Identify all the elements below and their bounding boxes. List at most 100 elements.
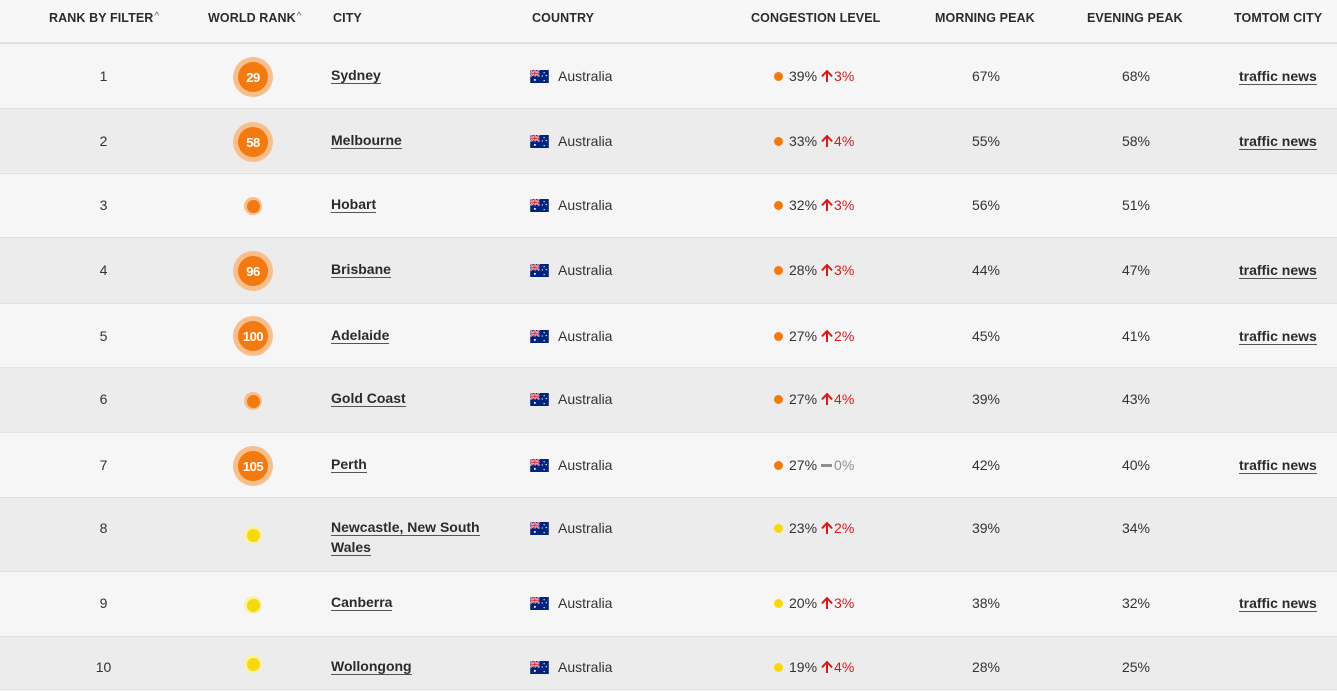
change-value: 3% [834, 68, 855, 84]
city-name[interactable]: Brisbane [331, 261, 391, 278]
congestion-dot-icon [774, 523, 783, 533]
table-row: 6 Gold Coast Australia 27% 4% 39% 43% [0, 368, 1337, 433]
traffic-news-link[interactable]: traffic news [1239, 68, 1317, 85]
change-value: 2% [834, 520, 855, 536]
city-link[interactable]: Brisbane [331, 259, 501, 279]
country-cell: Australia [530, 595, 612, 611]
city-name[interactable]: Hobart [331, 196, 377, 213]
congestion-level-cell: 28% 3% [774, 262, 854, 278]
rank-value: 2 [99, 133, 108, 149]
table-row: 2 58 Melbourne Australia 33% 4% 55% 58% traffic … [0, 109, 1337, 174]
country-cell: Australia [530, 391, 612, 407]
city-link[interactable]: Melbourne [331, 130, 501, 150]
city-link[interactable]: Adelaide [331, 325, 501, 345]
country-cell: Australia [530, 520, 612, 536]
australia-flag-icon [530, 392, 549, 406]
rank-value: 6 [99, 391, 108, 407]
traffic-news-link[interactable]: traffic news [1239, 457, 1317, 474]
world-rank-cell [230, 641, 276, 687]
city-name[interactable]: Gold Coast [331, 390, 406, 407]
congestion-level-cell: 27% 2% [774, 328, 854, 344]
rank-by-filter-label: RANK BY FILTER [49, 11, 154, 25]
traffic-news-link[interactable]: traffic news [1239, 328, 1317, 345]
country-name: Australia [558, 520, 613, 536]
congestion-change: 3% [821, 197, 854, 213]
congestion-dot-icon [246, 657, 260, 671]
traffic-news-label[interactable]: traffic news [1239, 457, 1317, 474]
arrow-up-icon [821, 393, 833, 405]
traffic-news-link[interactable]: traffic news [1239, 133, 1317, 150]
column-header-morning-peak: MORNING PEAK [935, 11, 1035, 25]
city-name[interactable]: Newcastle, New South Wales [331, 519, 480, 556]
change-value: 3% [834, 595, 855, 611]
australia-flag-icon [530, 458, 549, 472]
congestion-dot-icon [246, 528, 260, 542]
traffic-news-label[interactable]: traffic news [1239, 595, 1317, 612]
australia-flag-icon [530, 69, 549, 83]
country-name: Australia [558, 68, 613, 84]
country-cell: Australia [530, 659, 612, 675]
rank-value: 3 [99, 197, 108, 213]
congestion-level-cell: 20% 3% [774, 595, 854, 611]
traffic-news-link[interactable]: traffic news [1239, 595, 1317, 612]
traffic-news-link[interactable]: traffic news [1239, 262, 1317, 279]
congestion-value: 33% [789, 133, 818, 149]
world-rank-label: WORLD RANK [208, 11, 296, 25]
country-cell: Australia [530, 133, 612, 149]
traffic-news-label[interactable]: traffic news [1239, 68, 1317, 85]
city-name[interactable]: Canberra [331, 594, 393, 611]
world-rank-badge: 105 [238, 451, 268, 481]
evening-peak-value: 40% [1121, 457, 1151, 473]
country-name: Australia [558, 595, 613, 611]
arrow-up-icon [821, 264, 833, 276]
world-rank-cell: 29 [230, 54, 276, 100]
world-rank-cell [230, 378, 276, 424]
congestion-change: 0% [821, 457, 854, 473]
arrow-up-icon [821, 522, 833, 534]
column-header-world-rank[interactable]: WORLD RANK^ [208, 11, 302, 25]
table-row: 1 29 Sydney Australia 39% 3% 67% 68% traffic new… [0, 44, 1337, 109]
city-link[interactable]: Perth [331, 454, 501, 474]
city-name[interactable]: Perth [331, 456, 367, 473]
australia-flag-icon [530, 596, 549, 610]
evening-peak-value: 41% [1121, 328, 1151, 344]
morning-peak-value: 42% [971, 457, 1001, 473]
world-rank-dot-halo [244, 655, 262, 673]
city-link[interactable]: Wollongong [331, 656, 501, 676]
sort-caret-icon[interactable]: ^ [296, 11, 302, 22]
change-value: 4% [834, 659, 855, 675]
city-link[interactable]: Newcastle, New South Wales [331, 517, 501, 557]
city-link[interactable]: Gold Coast [331, 388, 501, 408]
world-rank-badge: 29 [238, 62, 268, 92]
city-name[interactable]: Melbourne [331, 132, 402, 149]
city-link[interactable]: Sydney [331, 65, 501, 85]
country-name: Australia [558, 391, 613, 407]
traffic-news-label[interactable]: traffic news [1239, 328, 1317, 345]
city-name[interactable]: Adelaide [331, 327, 390, 344]
world-rank-badge: 100 [238, 321, 268, 351]
traffic-news-label[interactable]: traffic news [1239, 262, 1317, 279]
congestion-change: 3% [821, 262, 854, 278]
column-header-rank-by-filter[interactable]: RANK BY FILTER^ [49, 11, 159, 25]
world-rank-cell: 58 [230, 119, 276, 165]
world-rank-dot-halo [244, 526, 262, 544]
congestion-value: 39% [789, 68, 818, 84]
congestion-change: 3% [821, 595, 854, 611]
morning-peak-value: 55% [971, 133, 1001, 149]
city-name[interactable]: Wollongong [331, 658, 412, 675]
city-link[interactable]: Canberra [331, 592, 501, 612]
world-rank-halo: 100 [233, 316, 273, 356]
rank-value: 9 [99, 595, 108, 611]
world-rank-cell [230, 512, 276, 558]
sort-caret-icon[interactable]: ^ [154, 11, 160, 22]
rank-value: 5 [99, 328, 108, 344]
traffic-news-label[interactable]: traffic news [1239, 133, 1317, 150]
world-rank-halo: 29 [233, 57, 273, 97]
country-cell: Australia [530, 457, 612, 473]
australia-flag-icon [530, 198, 549, 212]
world-rank-cell [230, 183, 276, 229]
city-name[interactable]: Sydney [331, 67, 381, 84]
city-link[interactable]: Hobart [331, 194, 501, 214]
morning-peak-value: 67% [971, 68, 1001, 84]
country-name: Australia [558, 262, 613, 278]
